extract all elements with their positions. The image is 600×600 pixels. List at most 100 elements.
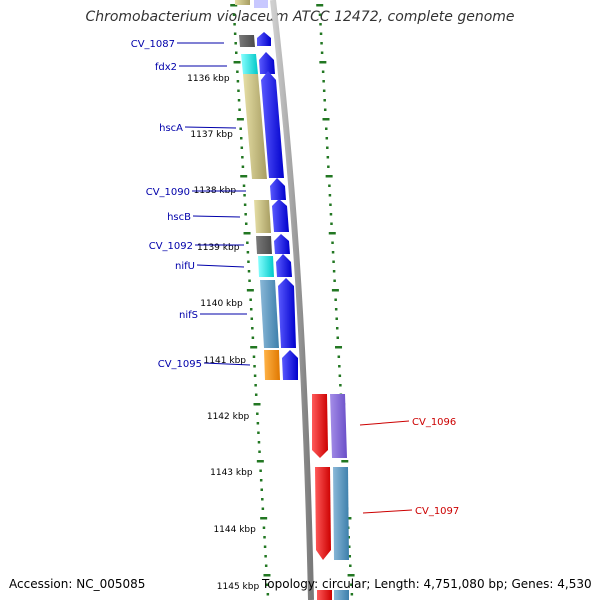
tick-mark — [338, 374, 342, 377]
tick-mark — [326, 156, 330, 159]
gene-label[interactable]: CV_1087 — [131, 39, 175, 50]
tick-mark — [261, 498, 264, 501]
tick-mark — [348, 545, 351, 548]
accession-label: Accession: NC_005085 — [9, 577, 146, 591]
gene-arrow-cv1097 — [315, 467, 331, 560]
tick-mark — [243, 203, 247, 206]
tick-mark — [237, 99, 241, 102]
tick-mark — [328, 194, 332, 197]
tick-mark — [246, 251, 250, 254]
tick-mark — [243, 232, 251, 235]
tick-mark — [260, 488, 263, 491]
gene-arrow-nifu — [276, 254, 292, 277]
gene-leader-line — [203, 362, 251, 366]
tick-mark — [251, 327, 254, 330]
gene-label[interactable]: CV_1092 — [149, 241, 193, 252]
tick-mark — [243, 194, 246, 197]
tick-mark — [263, 545, 267, 548]
gene-label[interactable]: fdx2 — [155, 62, 177, 73]
tick-mark — [348, 555, 352, 558]
tick-mark — [233, 23, 236, 26]
tick-mark — [327, 165, 330, 168]
tick-mark — [319, 32, 323, 35]
tick-mark — [256, 422, 260, 425]
tick-mark — [256, 460, 264, 463]
tick-mark — [259, 469, 262, 472]
tick-mark — [259, 479, 263, 482]
cog-bar-top — [235, 0, 250, 5]
tick-mark — [234, 42, 237, 45]
cog-bar-fdx2 — [241, 54, 258, 74]
tick-mark — [248, 279, 251, 282]
tick-mark — [250, 317, 254, 320]
gene-label[interactable]: CV_1095 — [158, 359, 202, 370]
cog-bar-cv1092 — [256, 236, 272, 254]
tick-mark — [233, 61, 241, 64]
reverse-strand — [312, 394, 332, 600]
tick-mark — [236, 70, 239, 73]
tick-mark — [333, 279, 336, 282]
tick-mark — [258, 450, 261, 453]
tick-mark — [257, 431, 260, 434]
tick-mark — [320, 51, 324, 54]
tick-mark — [329, 213, 333, 216]
tick-mark — [350, 593, 354, 596]
cog-bar-cv1095 — [264, 350, 280, 380]
tick-mark — [349, 564, 352, 567]
tick-mark — [316, 4, 324, 7]
outer-tick-ring — [230, 4, 271, 596]
tick-mark — [253, 365, 256, 368]
gene-label[interactable]: CV_1096 — [412, 417, 456, 428]
tick-mark — [239, 127, 242, 130]
tick-mark — [335, 327, 339, 330]
tick-mark — [318, 13, 322, 16]
tick-mark — [325, 175, 333, 178]
gene-label[interactable]: nifU — [175, 261, 195, 272]
tick-mark — [264, 555, 267, 558]
tick-mark — [253, 403, 261, 406]
tick-mark — [249, 308, 253, 311]
gene-label[interactable]: nifS — [179, 310, 198, 321]
tick-mark — [235, 51, 238, 54]
tick-mark — [257, 441, 261, 444]
tick-mark — [335, 346, 343, 349]
gene-arrow-cv1095 — [282, 350, 298, 380]
tick-mark — [336, 336, 340, 339]
tick-mark — [242, 184, 246, 187]
tick-mark — [233, 32, 237, 35]
tick-mark — [240, 146, 244, 149]
tick-mark — [334, 298, 337, 301]
tick-mark — [334, 308, 338, 311]
gene-arrow-hscb — [272, 199, 289, 232]
tick-mark — [244, 222, 248, 225]
gene-arrow-top — [254, 0, 268, 8]
gene-leader-line — [362, 509, 413, 514]
tick-label: 1139 kbp — [197, 243, 240, 253]
tick-label: 1136 kbp — [187, 74, 230, 84]
cog-bar-bottom — [334, 590, 349, 600]
gene-arrow-cv1087 — [257, 32, 271, 46]
tick-mark — [321, 70, 325, 73]
tick-mark — [329, 203, 332, 206]
gene-label[interactable]: hscB — [167, 212, 191, 223]
tick-mark — [254, 384, 257, 387]
gene-arrow-hsca — [261, 71, 284, 178]
gene-label[interactable]: hscA — [159, 123, 183, 134]
tick-mark — [332, 260, 335, 263]
tick-mark — [319, 61, 327, 64]
gene-label[interactable]: CV_1097 — [415, 506, 459, 517]
tick-mark — [325, 127, 328, 130]
cog-bar-cv1087 — [239, 35, 255, 47]
tick-mark — [262, 526, 266, 529]
tick-mark — [239, 137, 243, 140]
genome-backbone — [270, 0, 314, 600]
gene-arrow-nifs — [278, 278, 296, 348]
tick-label: 1137 kbp — [190, 130, 233, 140]
gene-label[interactable]: CV_1090 — [146, 187, 190, 198]
tick-mark — [253, 374, 257, 377]
forward-strand — [254, 0, 298, 380]
tick-label: 1141 kbp — [204, 356, 247, 366]
tick-label: 1143 kbp — [210, 468, 253, 478]
cog-bar-cv1097 — [333, 467, 349, 560]
